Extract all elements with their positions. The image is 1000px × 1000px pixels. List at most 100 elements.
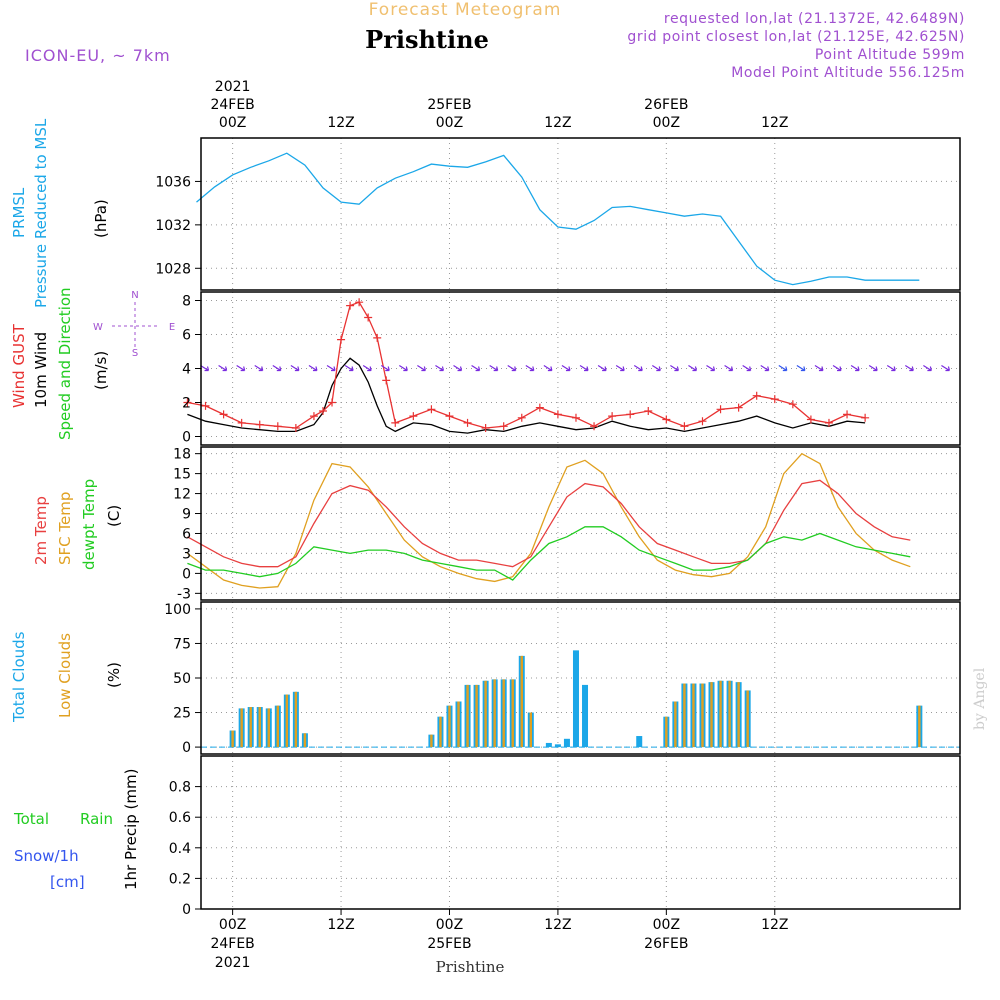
plot-layer bbox=[183, 152, 960, 748]
low-cloud-bar bbox=[728, 680, 731, 748]
wind-unit: (m/s) bbox=[92, 351, 110, 390]
y-tick-label: 6 bbox=[182, 328, 191, 344]
rain-label: Rain bbox=[80, 810, 113, 828]
temp-2m-line bbox=[187, 479, 911, 568]
wind-direction-arrow bbox=[778, 364, 788, 372]
wind-direction-arrow bbox=[308, 364, 318, 372]
wind-direction-arrow bbox=[688, 364, 698, 372]
wind-direction-arrow bbox=[543, 364, 553, 372]
low-cloud-bar bbox=[719, 680, 722, 748]
low-cloud-bar bbox=[285, 694, 289, 748]
y-tick-label: 100 bbox=[164, 602, 191, 618]
grid-layer bbox=[201, 138, 960, 910]
wind-direction-arrow bbox=[597, 364, 607, 372]
wind-gust-line-marker bbox=[201, 401, 210, 410]
wind-direction-label: Speed and Direction bbox=[56, 287, 74, 440]
wind-direction-arrow bbox=[471, 364, 481, 372]
wind-gust-line-marker bbox=[337, 335, 346, 344]
wind-labels: Wind GUST 10m Wind Speed and Direction (… bbox=[10, 287, 175, 440]
y-tick-label: 1036 bbox=[155, 174, 191, 190]
wind-direction-arrow bbox=[326, 364, 336, 372]
y-tick-label: 1028 bbox=[155, 261, 191, 277]
bottom-time-label: 25FEB bbox=[427, 936, 471, 952]
top-time-label: 24FEB bbox=[210, 97, 254, 113]
low-cloud-bar bbox=[457, 701, 460, 748]
wind-gust-line-marker bbox=[427, 405, 436, 414]
wind-direction-arrow bbox=[706, 364, 716, 372]
bottom-time-label: 24FEB bbox=[210, 936, 254, 952]
wind-gust-line-marker bbox=[806, 415, 815, 424]
wind-direction-arrow bbox=[941, 364, 951, 372]
wind-direction-arrow bbox=[417, 364, 426, 372]
wind-direction-arrow bbox=[724, 364, 734, 372]
total-cloud-bar bbox=[545, 742, 552, 748]
top-time-label: 00Z bbox=[436, 115, 463, 131]
wind-gust-line-marker bbox=[445, 412, 454, 421]
wind-direction-arrow bbox=[453, 364, 463, 372]
low-cloud-bar bbox=[276, 705, 280, 748]
wind-direction-arrow bbox=[923, 364, 932, 372]
low-cloud-bar bbox=[683, 683, 686, 748]
top-time-label: 12Z bbox=[544, 115, 571, 131]
y-tick-label: 2 bbox=[182, 396, 191, 412]
wind-direction-arrow bbox=[398, 364, 408, 372]
y-tick-label: 12 bbox=[173, 487, 191, 503]
clouds-frame bbox=[200, 601, 961, 755]
wind-gust-line-marker bbox=[843, 410, 852, 419]
temp2m-label: 2m Temp bbox=[32, 496, 50, 565]
y-tick-label: 0.4 bbox=[169, 841, 191, 857]
y-tick-label: 75 bbox=[173, 636, 191, 652]
y-tick-label: 50 bbox=[173, 671, 191, 687]
low-cloud-bar bbox=[529, 712, 533, 748]
total-cloud-bar bbox=[636, 736, 643, 748]
wind-gust-line-marker bbox=[626, 410, 635, 419]
low-cloud-bar bbox=[520, 655, 523, 748]
page-title: Prishtine bbox=[365, 25, 489, 54]
low-cloud-bar bbox=[258, 707, 261, 748]
cloud-labels: Total Clouds Low Clouds (%) bbox=[10, 631, 123, 723]
wind-direction-arrow bbox=[290, 364, 300, 372]
y-tick-label: 0 bbox=[182, 566, 191, 582]
wind-direction-arrow bbox=[236, 364, 246, 372]
low-clouds-label: Low Clouds bbox=[56, 633, 74, 718]
temp-frame bbox=[200, 446, 961, 601]
wind-direction-arrow bbox=[525, 364, 535, 372]
wind-direction-arrow bbox=[344, 364, 354, 372]
low-cloud-bar bbox=[303, 733, 307, 748]
y-tick-label: 25 bbox=[173, 706, 191, 722]
prmsl-line bbox=[196, 152, 920, 286]
temp-labels: 2m Temp SFC Temp dewpt Temp (C) bbox=[32, 479, 123, 570]
low-cloud-bar bbox=[674, 701, 677, 748]
wind-gust-line-marker bbox=[328, 398, 337, 407]
top-time-label: 12Z bbox=[327, 115, 354, 131]
bottom-time-label: 26FEB bbox=[644, 936, 688, 952]
total-cloud-bar bbox=[554, 744, 561, 748]
wind-direction-arrow bbox=[254, 364, 264, 372]
wind-gust-line-marker bbox=[237, 418, 246, 427]
y-tick-label: 3 bbox=[182, 546, 191, 562]
low-cloud-bar bbox=[475, 684, 478, 748]
subtitle: Forecast Meteogram bbox=[369, 0, 562, 20]
wind-gust-line-marker bbox=[499, 422, 508, 431]
wind-direction-arrow bbox=[272, 364, 282, 372]
wind-gust-line-marker bbox=[318, 407, 327, 415]
wind-direction-arrow bbox=[850, 364, 860, 372]
wind-gust-line-marker bbox=[255, 420, 264, 429]
y-tick-label: 9 bbox=[182, 507, 191, 523]
compass-e: E bbox=[169, 322, 175, 333]
wind-gust-line-marker bbox=[770, 395, 779, 404]
wind-gust-line-marker bbox=[553, 410, 562, 419]
dewpt-line bbox=[187, 526, 911, 581]
pressure-unit: (hPa) bbox=[92, 199, 110, 238]
compass-rose: N W E S bbox=[93, 290, 175, 359]
wind-gust-line-marker bbox=[291, 424, 300, 432]
wind-direction-arrow bbox=[380, 364, 390, 372]
wind-direction-arrow bbox=[200, 364, 210, 372]
wind-gust-line-marker bbox=[698, 417, 707, 426]
wind-direction-arrow bbox=[651, 364, 661, 372]
wind-direction-arrow bbox=[561, 364, 571, 372]
top-time-label: 12Z bbox=[761, 115, 788, 131]
wind-gust-line-marker bbox=[273, 422, 282, 431]
wind-gust-line-marker bbox=[644, 407, 653, 415]
